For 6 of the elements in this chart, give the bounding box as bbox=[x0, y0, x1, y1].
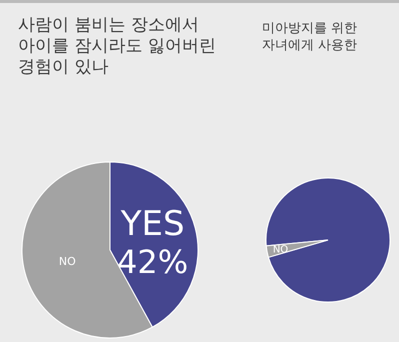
chart-title: 미아방지를 위한 자녀에게 사용한 bbox=[262, 21, 358, 53]
slice-label: YES bbox=[120, 204, 185, 244]
slice-label: NO bbox=[272, 244, 288, 256]
data-label: 42% bbox=[117, 243, 188, 282]
slice-label: NO bbox=[58, 254, 76, 268]
chart-title: 사람이 붐비는 장소에서 아이를 잠시라도 잃어버린 경험이 있나 bbox=[18, 15, 216, 77]
